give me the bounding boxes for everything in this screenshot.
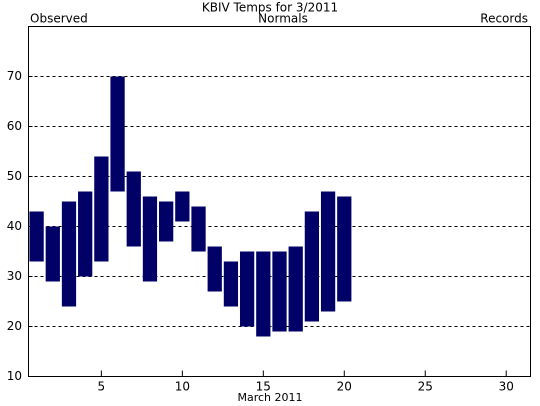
bar [223, 261, 239, 307]
bar [142, 196, 158, 282]
y-tick-label: 30 [7, 269, 22, 283]
x-tick-label: 20 [337, 380, 352, 394]
chart-title: KBIV Temps for 3/2011 [202, 1, 338, 15]
bar [110, 76, 125, 192]
y-tick-label: 50 [7, 169, 22, 183]
bar [78, 191, 93, 277]
bar [94, 156, 109, 262]
bar [191, 206, 206, 252]
bar [45, 226, 60, 282]
x-tick-label: 25 [418, 380, 433, 394]
bar [288, 246, 303, 332]
bar [126, 171, 141, 247]
bar [239, 251, 255, 327]
y-tick-label: 60 [7, 119, 22, 133]
bar [29, 211, 44, 262]
bar [304, 211, 320, 322]
bar [207, 246, 222, 292]
x-tick-label: 15 [256, 380, 271, 394]
legend-entry: Normals [258, 12, 308, 26]
y-tick-label: 20 [7, 319, 22, 333]
bar [337, 196, 352, 302]
x-axis-label: March 2011 [237, 391, 302, 404]
bar [175, 191, 190, 222]
bar [272, 251, 287, 332]
bar [256, 251, 271, 337]
plot-frame [28, 26, 531, 377]
y-tick-label: 10 [7, 369, 22, 383]
y-tick-label: 70 [7, 69, 22, 83]
bar [159, 201, 174, 242]
legend-entry: Records [480, 12, 528, 26]
x-tick-label: 10 [175, 380, 190, 394]
y-tick-label: 40 [7, 219, 22, 233]
legend-entry: Observed [30, 12, 88, 26]
x-tick-label: 5 [98, 380, 106, 394]
bar [320, 191, 336, 312]
x-tick-label: 30 [499, 380, 514, 394]
bar [61, 201, 77, 307]
